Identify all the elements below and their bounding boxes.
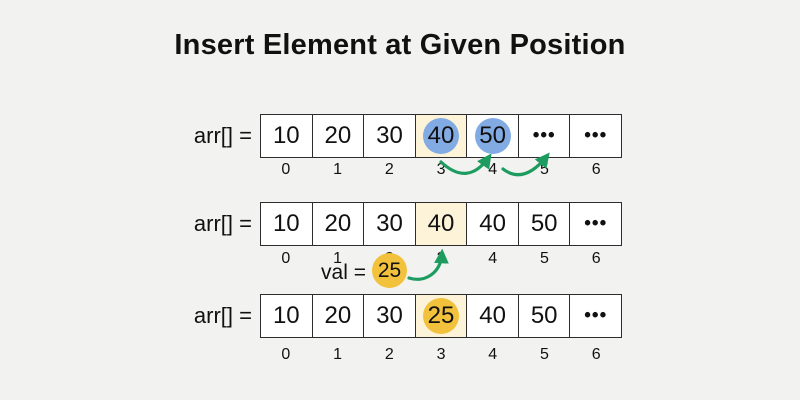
array-cell: 50 (466, 115, 518, 157)
array-cell: 30 (363, 295, 415, 337)
array-boxes: 10 20 30 40 50 ••• ••• (260, 114, 622, 158)
array-cell: 10 (261, 295, 312, 337)
index-label: 4 (488, 250, 498, 267)
cell-value: 30 (376, 210, 403, 237)
array-cell: 10 (261, 115, 312, 157)
array-cell: 40 (466, 295, 518, 337)
val-label: val = (321, 261, 366, 284)
array-cell: ••• (569, 115, 622, 157)
index-label: 1 (333, 346, 343, 363)
index-row: 0 1 2 3 4 5 6 (260, 161, 622, 179)
ellipsis: ••• (584, 213, 608, 234)
index-label: 3 (436, 346, 446, 363)
array-cell: 50 (517, 295, 570, 337)
array-cell: ••• (569, 295, 622, 337)
index-label: 3 (436, 161, 446, 178)
array-cell: 20 (311, 295, 364, 337)
blue-highlight-circle: 40 (423, 118, 460, 154)
cell-value: 30 (376, 122, 403, 149)
index-label: 4 (488, 161, 498, 178)
cell-value: 20 (324, 122, 352, 149)
array-cell: 10 (261, 203, 312, 245)
index-label: 0 (281, 250, 291, 267)
index-label: 2 (384, 161, 394, 178)
array-label: arr[] = (193, 123, 252, 148)
cell-value: 40 (427, 210, 455, 237)
cell-value: 10 (272, 302, 300, 329)
index-label: 0 (281, 346, 291, 363)
cell-value: 50 (530, 302, 558, 329)
array-cell-highlighted: 40 (414, 203, 467, 245)
array-cell-highlighted: 40 (414, 115, 467, 157)
cell-value: 30 (376, 302, 403, 329)
array-cell: 20 (311, 115, 364, 157)
cell-value: 10 (272, 122, 300, 149)
cell-value: 10 (272, 210, 300, 237)
array-boxes: 10 20 30 25 40 50 ••• (260, 294, 622, 338)
array-cell: 20 (311, 203, 364, 245)
array-cell: 30 (363, 203, 415, 245)
blue-highlight-circle: 50 (474, 118, 511, 154)
index-label: 2 (384, 346, 394, 363)
index-label: 6 (591, 346, 601, 363)
index-row: 0 1 2 3 4 5 6 (260, 346, 622, 364)
ellipsis: ••• (532, 125, 556, 146)
array-cell: 30 (363, 115, 415, 157)
index-label: 6 (591, 161, 601, 178)
array-cell: 50 (517, 203, 570, 245)
index-label: 6 (591, 250, 601, 267)
array-cell: 40 (466, 203, 518, 245)
index-label: 4 (488, 346, 498, 363)
index-label: 0 (281, 161, 291, 178)
array-label: arr[] = (193, 211, 252, 236)
index-label: 1 (333, 161, 343, 178)
cell-value: 40 (479, 302, 506, 329)
cell-value: 40 (479, 210, 506, 237)
ellipsis: ••• (584, 305, 608, 326)
cell-value: 20 (324, 302, 352, 329)
array-step-3: arr[] = 10 20 30 25 40 50 ••• 0 1 2 3 4 … (0, 294, 800, 374)
array-step-2: arr[] = 10 20 30 40 40 50 ••• 0 1 2 3 4 … (0, 202, 800, 282)
index-label: 1 (333, 250, 343, 267)
cell-value: 20 (324, 210, 352, 237)
yellow-highlight-circle: 25 (423, 298, 460, 334)
cell-value: 50 (530, 210, 558, 237)
ellipsis: ••• (584, 125, 608, 146)
array-label: arr[] = (193, 303, 252, 328)
array-boxes: 10 20 30 40 40 50 ••• (260, 202, 622, 246)
index-label: 3 (436, 250, 446, 267)
val-circle: 25 (372, 253, 407, 288)
array-cell: ••• (569, 203, 622, 245)
array-cell: ••• (517, 115, 570, 157)
diagram-title: Insert Element at Given Position (174, 29, 626, 61)
index-label: 5 (540, 161, 549, 178)
index-label: 5 (540, 346, 549, 363)
array-step-1: arr[] = 10 20 30 40 50 ••• ••• 0 1 2 3 4… (0, 114, 800, 194)
array-cell-highlighted: 25 (414, 295, 467, 337)
index-label: 5 (540, 250, 549, 267)
